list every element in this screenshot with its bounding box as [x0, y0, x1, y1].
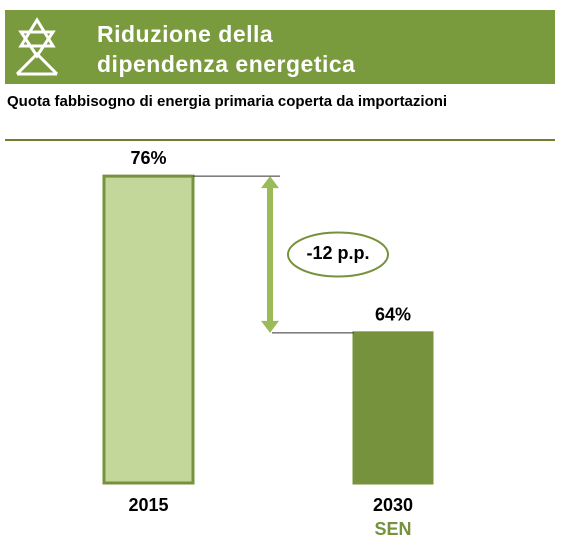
- icon: [15, 17, 59, 76]
- annotation-bubble: [287, 231, 389, 278]
- annotation: -12 p.p.: [306, 243, 369, 263]
- divider: [5, 139, 555, 141]
- chart-title: Riduzione della dipendenza energetica: [97, 19, 355, 79]
- value-label: 76%: [130, 148, 166, 168]
- header-band: Riduzione della dipendenza energetica: [5, 10, 555, 84]
- title-line: dipendenza energetica: [97, 51, 356, 77]
- chart-subtitle: Quota fabbisogno di energia primaria cop…: [7, 93, 448, 110]
- value-label: 64%: [375, 305, 411, 325]
- difference-arrow: [261, 176, 279, 333]
- x-tick-label: 2030: [373, 495, 413, 515]
- bar: [102, 174, 195, 485]
- x-tick-sublabel: SEN: [374, 519, 411, 539]
- title-line: Riduzione della: [97, 21, 274, 47]
- x-tick-label: 2015: [128, 495, 168, 515]
- bar: [352, 331, 434, 485]
